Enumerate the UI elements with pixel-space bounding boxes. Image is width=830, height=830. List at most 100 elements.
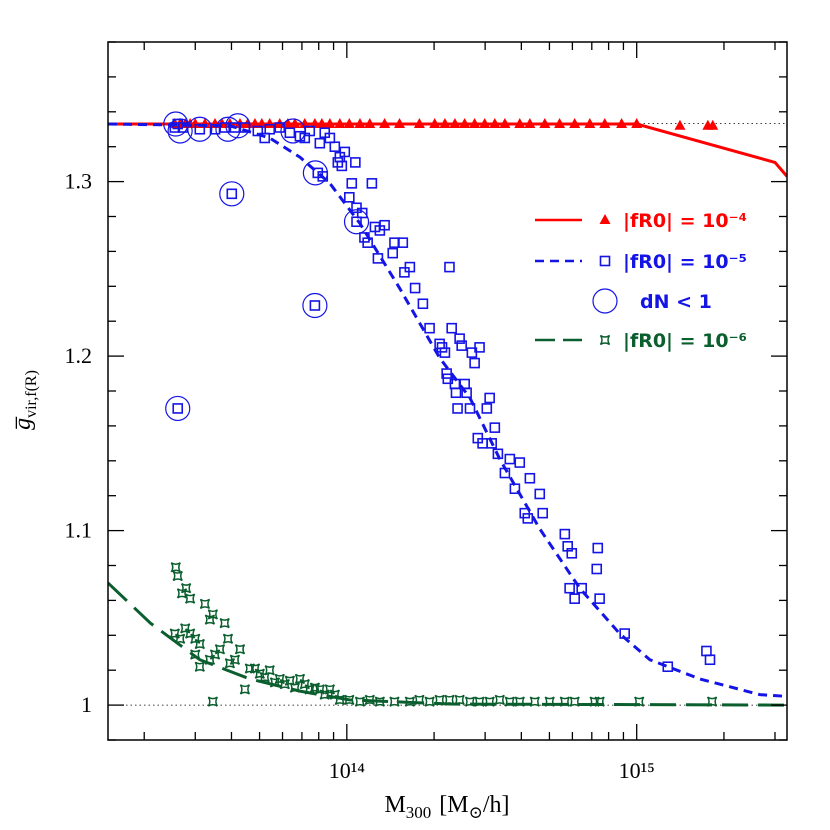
- square-marker: [509, 483, 521, 495]
- square-marker: [452, 403, 463, 414]
- star-marker: [180, 583, 192, 594]
- square-marker: [417, 298, 429, 310]
- y-tick-label: 1.1: [65, 518, 93, 543]
- star-marker: [364, 694, 375, 706]
- star-marker: [294, 673, 306, 685]
- square-marker: [344, 192, 355, 203]
- y-label-symbol: g̅: [10, 416, 36, 430]
- triangle-marker: [674, 119, 686, 130]
- y-axis-label: g̅vir,f(R): [10, 370, 40, 430]
- star-marker: [434, 694, 445, 706]
- data-layer: [108, 111, 787, 707]
- triangle-marker: [449, 118, 461, 129]
- square-marker: [524, 472, 536, 484]
- triangle-marker: [309, 118, 321, 129]
- square-marker: [351, 216, 362, 228]
- star-marker: [289, 682, 301, 693]
- star-marker: [454, 694, 465, 706]
- star-marker: [474, 696, 485, 707]
- square-marker: [481, 403, 493, 414]
- square-marker: [489, 422, 501, 433]
- star-marker: [222, 633, 234, 644]
- square-marker: [366, 178, 378, 189]
- x-label-unit-end: /h]: [483, 792, 510, 818]
- square-marker: [537, 507, 549, 519]
- star-marker: [464, 696, 476, 707]
- star-marker: [299, 679, 310, 690]
- triangle-marker: [324, 118, 336, 129]
- triangle-marker: [599, 214, 611, 224]
- triangle-marker: [707, 119, 719, 130]
- star-marker: [190, 633, 201, 644]
- triangle-marker: [334, 118, 346, 129]
- circle-marker: [187, 116, 213, 142]
- square-marker: [226, 188, 238, 200]
- star-marker: [504, 696, 515, 707]
- square-marker: [409, 282, 421, 294]
- star-marker: [514, 696, 525, 707]
- triangle-marker: [631, 118, 643, 129]
- square-marker: [274, 122, 286, 133]
- star-marker: [172, 570, 183, 582]
- star-marker: [404, 696, 416, 707]
- star-marker: [204, 614, 216, 625]
- star-marker: [207, 696, 218, 707]
- square-marker: [309, 300, 321, 311]
- square-marker: [379, 219, 390, 231]
- square-marker: [387, 247, 399, 259]
- triangle-marker: [584, 118, 596, 129]
- star-marker: [706, 696, 718, 707]
- square-marker: [169, 122, 181, 133]
- triangle-marker: [616, 118, 628, 129]
- square-marker: [522, 513, 534, 524]
- circle-marker: [225, 113, 251, 139]
- square-marker: [424, 322, 435, 334]
- legend-label: dN < 1: [640, 291, 712, 313]
- x-label-unit-sub: ⊙: [469, 803, 483, 822]
- circle-marker: [163, 111, 189, 137]
- star-marker: [209, 649, 221, 660]
- x-label-unit: [M: [439, 792, 468, 818]
- square-marker: [591, 563, 603, 575]
- star-marker: [389, 696, 400, 707]
- square-marker: [450, 387, 462, 399]
- square-marker: [372, 253, 384, 264]
- plot-frame: [107, 41, 788, 741]
- triangle-marker: [413, 118, 425, 129]
- star-marker: [169, 628, 180, 639]
- star-marker: [239, 684, 251, 695]
- square-marker: [172, 403, 184, 414]
- square-marker: [339, 146, 351, 158]
- square-marker: [219, 122, 230, 133]
- square-marker: [569, 593, 580, 604]
- circle-marker: [165, 395, 191, 422]
- triangle-marker: [499, 118, 511, 129]
- x-label-main: M: [384, 792, 405, 818]
- square-marker: [599, 255, 611, 267]
- star-marker: [599, 334, 611, 346]
- square-marker: [464, 403, 476, 414]
- star-marker: [199, 598, 211, 610]
- legend-label: |fR0| = 10⁻⁶: [623, 330, 747, 352]
- star-marker: [329, 689, 340, 700]
- square-marker: [329, 141, 341, 152]
- square-marker: [566, 547, 578, 559]
- triangle-marker: [379, 118, 391, 129]
- square-marker: [576, 582, 587, 594]
- triangle-marker: [479, 118, 491, 129]
- star-marker: [324, 684, 336, 695]
- star-marker: [274, 673, 285, 685]
- square-marker: [252, 125, 264, 137]
- triangle-marker: [439, 118, 451, 129]
- square-marker: [350, 157, 361, 168]
- square-marker: [264, 123, 276, 135]
- circle-marker: [215, 116, 241, 142]
- square-marker: [454, 333, 465, 344]
- square-marker: [704, 654, 716, 666]
- star-marker: [254, 668, 265, 679]
- square-marker: [446, 322, 457, 334]
- triangle-marker: [569, 118, 581, 129]
- x-label-sub: 300: [406, 803, 432, 822]
- x-tick-label: 10¹⁴: [329, 758, 366, 783]
